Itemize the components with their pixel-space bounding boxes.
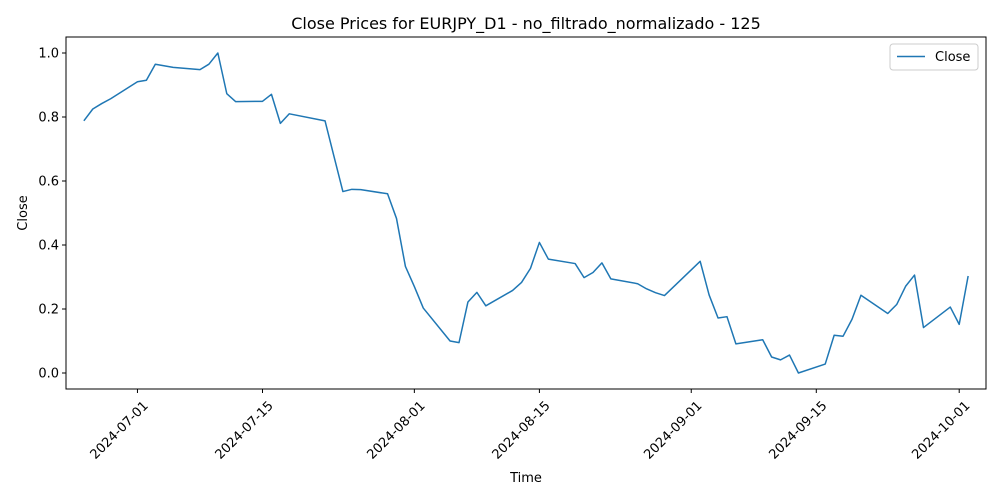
x-tick-label: 2024-07-01: [88, 399, 152, 463]
y-tick-label: 0.4: [38, 239, 59, 254]
legend-label-close: Close: [935, 50, 970, 65]
y-tick-label: 0.0: [38, 367, 59, 382]
y-axis: 0.0 0.2 0.4 0.6 0.8 1.0: [38, 47, 66, 382]
x-tick-label: 2024-08-01: [364, 399, 428, 463]
plot-frame: [65, 36, 987, 390]
y-tick-label: 0.8: [38, 111, 59, 126]
x-axis: 2024-07-01 2024-07-15 2024-08-01 2024-08-15…: [88, 389, 973, 463]
legend: Close: [889, 43, 979, 71]
x-tick-label: 2024-09-15: [766, 399, 830, 463]
y-axis-label: Close: [16, 195, 31, 230]
y-tick-label: 0.2: [38, 303, 59, 318]
chart-title: Close Prices for EURJPY_D1 - no_filtrado…: [291, 14, 761, 34]
x-axis-label: Time: [509, 471, 542, 486]
x-tick-label: 2024-09-01: [641, 399, 705, 463]
y-tick-label: 0.6: [38, 175, 59, 190]
x-tick-label: 2024-08-15: [490, 399, 554, 463]
plot-area: [83, 52, 969, 374]
y-tick-label: 1.0: [38, 47, 59, 62]
series-line-close: [83, 52, 969, 374]
legend-box: [889, 43, 979, 71]
x-tick-label: 2024-10-01: [909, 399, 973, 463]
x-tick-label: 2024-07-15: [213, 399, 277, 463]
